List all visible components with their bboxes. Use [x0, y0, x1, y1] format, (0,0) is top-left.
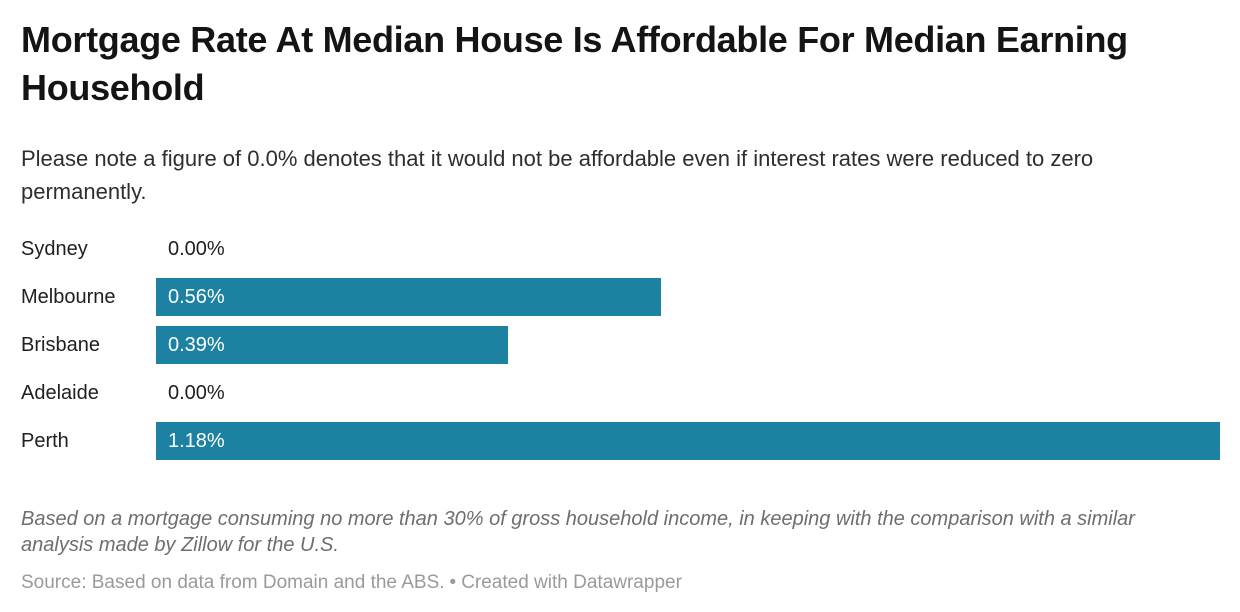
bar-chart-plot: Sydney 0.00% Melbourne 0.56% Brisbane 0.39% Ad…: [21, 230, 1220, 460]
chart-row: Perth 1.18%: [21, 422, 1220, 460]
bar-track: 0.00%: [156, 230, 1220, 268]
bar-track: 0.00%: [156, 374, 1220, 412]
datawrapper-credit-link[interactable]: Created with Datawrapper: [461, 572, 682, 593]
chart-source-line: Source: Based on data from Domain and th…: [21, 571, 1220, 594]
bullet-separator: •: [449, 572, 457, 593]
chart-row: Sydney 0.00%: [21, 230, 1220, 268]
chart-row: Adelaide 0.00%: [21, 374, 1220, 412]
bar: 0.56%: [156, 278, 661, 316]
bar-track: 1.18%: [156, 422, 1220, 460]
chart-row: Brisbane 0.39%: [21, 326, 1220, 364]
value-label: 0.00%: [168, 381, 225, 404]
chart-title: Mortgage Rate At Median House Is Afforda…: [21, 19, 1128, 108]
chart-row: Melbourne 0.56%: [21, 278, 1220, 316]
category-label: Adelaide: [21, 381, 99, 404]
category-label: Brisbane: [21, 333, 100, 356]
category-label: Melbourne: [21, 285, 116, 308]
source-text: Source: Based on data from Domain and th…: [21, 572, 445, 593]
category-label: Sydney: [21, 237, 88, 260]
bar-track: 0.56%: [156, 278, 1220, 316]
chart-subtitle: Please note a figure of 0.0% denotes tha…: [21, 146, 1094, 204]
value-label: 0.56%: [168, 285, 225, 308]
value-label: 0.39%: [168, 333, 225, 356]
category-label: Perth: [21, 429, 69, 452]
value-label: 1.18%: [168, 429, 225, 452]
bar: 0.39%: [156, 326, 508, 364]
value-label: 0.00%: [168, 237, 225, 260]
bar: 1.18%: [156, 422, 1220, 460]
chart-note: Based on a mortgage consuming no more th…: [21, 508, 1135, 556]
bar-track: 0.39%: [156, 326, 1220, 364]
